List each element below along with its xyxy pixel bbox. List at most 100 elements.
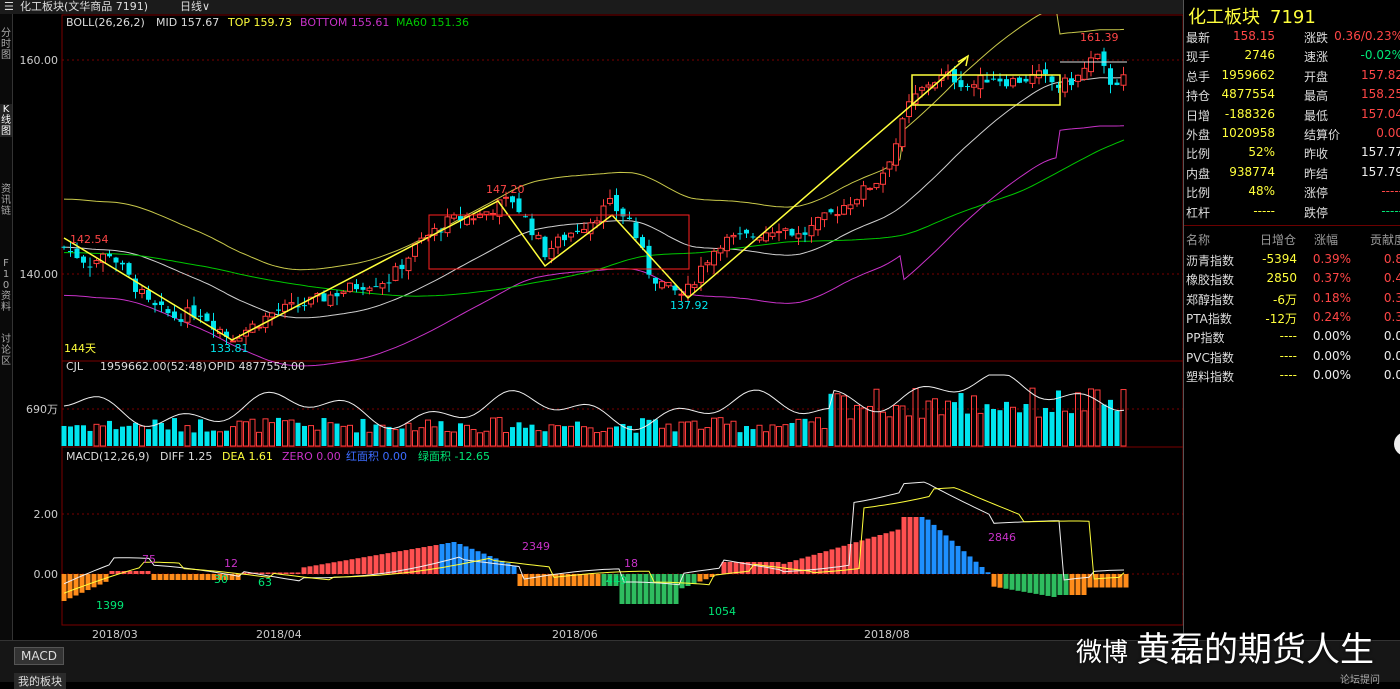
macd-bar bbox=[181, 574, 187, 580]
macd-bar bbox=[415, 548, 421, 574]
candle-down bbox=[276, 309, 281, 311]
macd-bar bbox=[775, 562, 781, 574]
date-label-jun: 2018/06 bbox=[552, 628, 598, 640]
volume-bar-up bbox=[854, 404, 860, 447]
macd-bar bbox=[907, 517, 913, 574]
candlesticks bbox=[61, 47, 1127, 346]
volume-bar-up bbox=[314, 429, 321, 447]
table-cell-name[interactable]: 橡胶指数 bbox=[1186, 273, 1235, 288]
macd-bar bbox=[1015, 574, 1021, 591]
volume-bar-down bbox=[61, 425, 67, 446]
volume-bar-up bbox=[340, 425, 347, 447]
candle-up bbox=[821, 212, 828, 221]
candle-down bbox=[750, 236, 756, 238]
volume-bar-up bbox=[379, 424, 386, 447]
volume-bar-down bbox=[640, 418, 645, 446]
candle-up bbox=[691, 284, 698, 288]
macd-bar bbox=[247, 572, 253, 574]
macd-bar bbox=[589, 574, 595, 586]
macd-bar bbox=[1021, 574, 1027, 592]
macd-bar bbox=[1063, 574, 1069, 595]
macd-bar bbox=[151, 574, 157, 580]
volume-bar-up bbox=[607, 427, 613, 447]
table-cell-pct: 0.39% bbox=[1312, 252, 1351, 266]
macd-bar bbox=[667, 574, 673, 604]
table-cell-name[interactable]: 塑料指数 bbox=[1186, 369, 1235, 384]
candle-down bbox=[640, 237, 645, 248]
macd-bar bbox=[295, 572, 301, 574]
candle-up bbox=[366, 287, 373, 292]
macd-bar bbox=[541, 574, 547, 586]
macd-green-area: 绿面积 -12.65 bbox=[418, 449, 490, 463]
volume-bar-down bbox=[653, 419, 658, 446]
tab-intraday[interactable]: 分时图 bbox=[1, 28, 11, 61]
quote-value: 4877554 bbox=[1221, 87, 1275, 102]
date-label-apr: 2018/04 bbox=[256, 628, 302, 640]
tab-forum[interactable]: 讨论区 bbox=[1, 334, 11, 367]
candle-up bbox=[470, 218, 477, 221]
candle-down bbox=[399, 264, 405, 270]
table-cell-name[interactable]: PVC指数 bbox=[1186, 350, 1234, 365]
candle-down bbox=[354, 284, 359, 290]
boll-mid: MID 157.67 bbox=[156, 16, 219, 29]
quote-value: 1020958 bbox=[1221, 126, 1275, 140]
candle-down bbox=[802, 232, 808, 235]
macd-bar bbox=[85, 574, 91, 591]
table-cell-name[interactable]: PP指数 bbox=[1186, 331, 1225, 346]
volume-bar-up bbox=[568, 425, 574, 447]
candle-up bbox=[230, 340, 236, 343]
tab-news[interactable]: 资讯链 bbox=[1, 184, 11, 217]
candle-up bbox=[1088, 57, 1094, 73]
macd-bar bbox=[619, 574, 625, 604]
volume-bar-up bbox=[249, 418, 256, 447]
macd-bar bbox=[649, 574, 655, 604]
table-header[interactable]: 贡献度 bbox=[1370, 233, 1400, 247]
instrument-name: 化工板块 bbox=[1188, 7, 1260, 28]
volume-bar-down bbox=[198, 419, 203, 446]
macd-bar bbox=[799, 558, 805, 574]
macd-note-12: 12 bbox=[224, 557, 238, 570]
macd-legend[interactable]: MACD(12,26,9) bbox=[66, 450, 150, 463]
macd-bar bbox=[481, 553, 487, 574]
volume-bar-up bbox=[756, 424, 763, 447]
candle-up bbox=[444, 216, 451, 234]
tab-f10[interactable]: F10资料 bbox=[1, 258, 11, 313]
my-board-tab[interactable]: 我的板块 bbox=[14, 673, 66, 689]
table-cell-name[interactable]: 郑醇指数 bbox=[1186, 292, 1235, 307]
candle-up bbox=[477, 213, 483, 218]
tab-kline[interactable]: K线图 bbox=[0, 104, 12, 137]
table-cell-pct: 0.00% bbox=[1312, 329, 1351, 344]
quote-label: 外盘 bbox=[1186, 128, 1211, 142]
volume-bar-down bbox=[984, 404, 990, 446]
quote-label: 杠杆 bbox=[1186, 205, 1211, 220]
macd-bar bbox=[859, 540, 865, 574]
kline-chart[interactable]: BOLL(26,26,2) MID 157.67 TOP 159.73 BOTT… bbox=[0, 14, 1183, 640]
macd-bar bbox=[1075, 574, 1081, 595]
indicator-tab-macd[interactable]: MACD bbox=[14, 647, 64, 665]
table-cell-name[interactable]: PTA指数 bbox=[1186, 311, 1232, 326]
volume-bar-down bbox=[438, 421, 444, 446]
macd-bar bbox=[109, 571, 115, 574]
candle-down bbox=[81, 256, 86, 263]
table-cell-name[interactable]: 沥青指数 bbox=[1186, 254, 1235, 268]
menu-icon[interactable]: ☰ bbox=[4, 0, 14, 13]
table-header[interactable]: 涨幅 bbox=[1314, 233, 1339, 247]
side-handle[interactable] bbox=[1394, 432, 1400, 456]
macd-bar bbox=[127, 571, 133, 574]
period-selector[interactable]: 日线∨ bbox=[180, 0, 210, 14]
volume-bar-up bbox=[711, 417, 717, 447]
volume-bar-down bbox=[146, 429, 151, 446]
volume-bar-down bbox=[334, 423, 340, 446]
volume-bar-down bbox=[633, 432, 639, 446]
macd-bar bbox=[553, 574, 559, 586]
volume-bar-up bbox=[886, 416, 893, 447]
quote-value: 48% bbox=[1248, 184, 1275, 199]
cjl-legend[interactable]: CJL bbox=[66, 360, 84, 373]
table-header[interactable]: 日增仓 bbox=[1260, 233, 1297, 247]
candle-down bbox=[191, 305, 197, 318]
boll-legend[interactable]: BOLL(26,26,2) bbox=[66, 16, 145, 29]
macd-bar bbox=[301, 567, 307, 574]
candle-up bbox=[535, 234, 542, 240]
forum-question-link[interactable]: 论坛提问 bbox=[1340, 675, 1380, 686]
table-header[interactable]: 名称 bbox=[1186, 233, 1211, 247]
